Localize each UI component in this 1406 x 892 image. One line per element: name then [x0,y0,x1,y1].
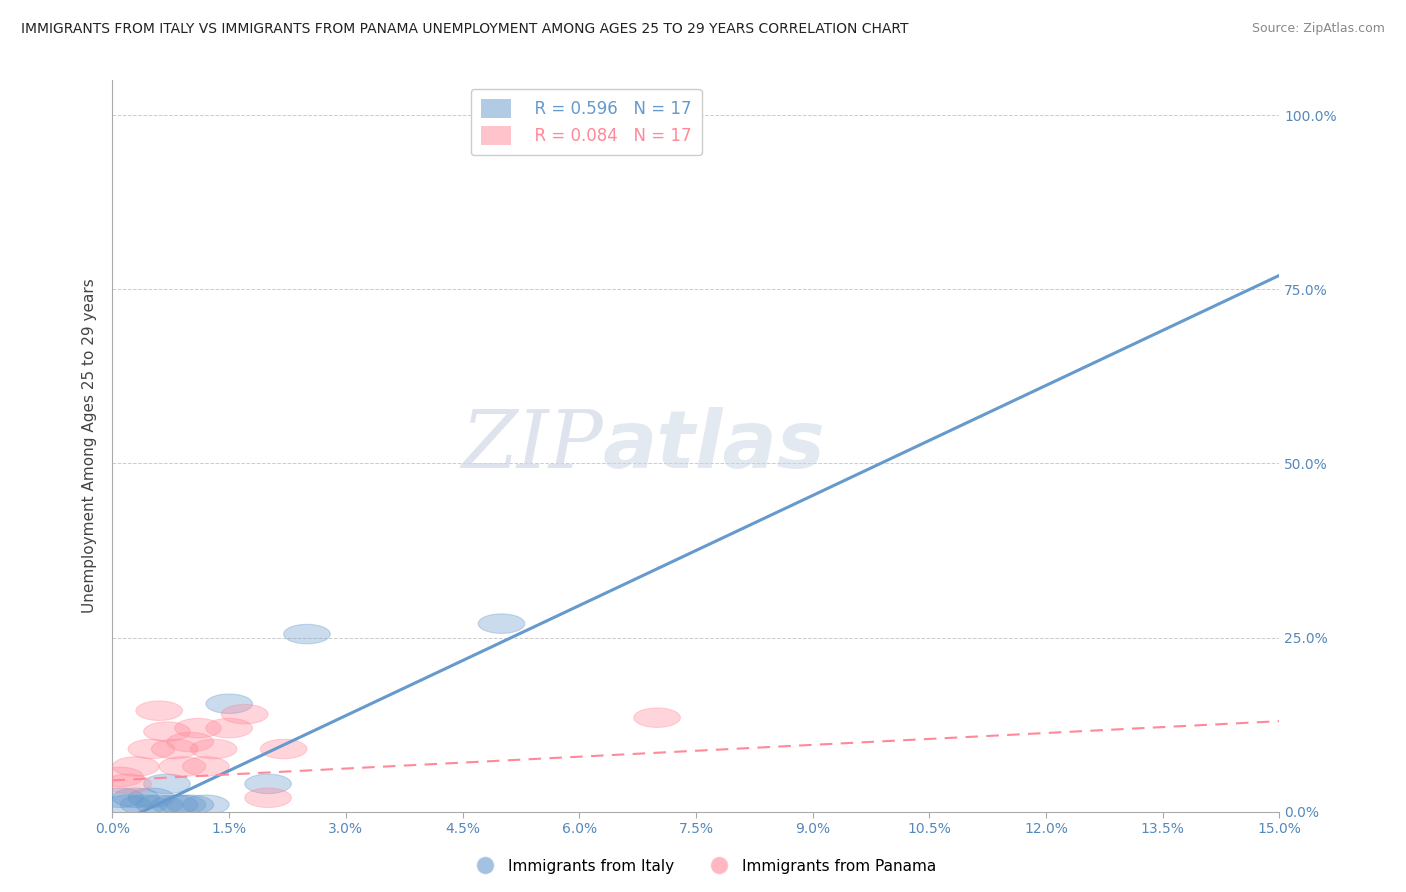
Ellipse shape [619,105,665,125]
Text: ZIP: ZIP [461,408,603,484]
Ellipse shape [183,795,229,814]
Ellipse shape [104,774,152,794]
Ellipse shape [136,701,183,721]
Ellipse shape [190,739,238,759]
Text: IMMIGRANTS FROM ITALY VS IMMIGRANTS FROM PANAMA UNEMPLOYMENT AMONG AGES 25 TO 29: IMMIGRANTS FROM ITALY VS IMMIGRANTS FROM… [21,22,908,37]
Ellipse shape [634,708,681,728]
Ellipse shape [174,718,221,738]
Ellipse shape [143,774,190,794]
Ellipse shape [112,788,159,807]
Ellipse shape [159,756,205,776]
Ellipse shape [152,739,198,759]
Legend: Immigrants from Italy, Immigrants from Panama: Immigrants from Italy, Immigrants from P… [463,853,943,880]
Ellipse shape [143,722,190,741]
Ellipse shape [221,705,269,724]
Ellipse shape [128,788,174,807]
Ellipse shape [245,788,291,807]
Ellipse shape [284,624,330,644]
Ellipse shape [205,718,253,738]
Ellipse shape [183,756,229,776]
Ellipse shape [121,795,167,814]
Ellipse shape [167,795,214,814]
Y-axis label: Unemployment Among Ages 25 to 29 years: Unemployment Among Ages 25 to 29 years [82,278,97,614]
Ellipse shape [97,788,143,807]
Ellipse shape [167,732,214,752]
Ellipse shape [245,774,291,794]
Ellipse shape [595,105,641,125]
Ellipse shape [128,739,174,759]
Ellipse shape [260,739,307,759]
Ellipse shape [159,795,205,814]
Text: Source: ZipAtlas.com: Source: ZipAtlas.com [1251,22,1385,36]
Text: atlas: atlas [603,407,825,485]
Ellipse shape [152,795,198,814]
Ellipse shape [112,756,159,776]
Legend:   R = 0.596   N = 17,   R = 0.084   N = 17: R = 0.596 N = 17, R = 0.084 N = 17 [471,88,702,155]
Ellipse shape [104,795,152,814]
Ellipse shape [136,795,183,814]
Ellipse shape [97,767,143,787]
Ellipse shape [478,614,524,633]
Ellipse shape [205,694,253,714]
